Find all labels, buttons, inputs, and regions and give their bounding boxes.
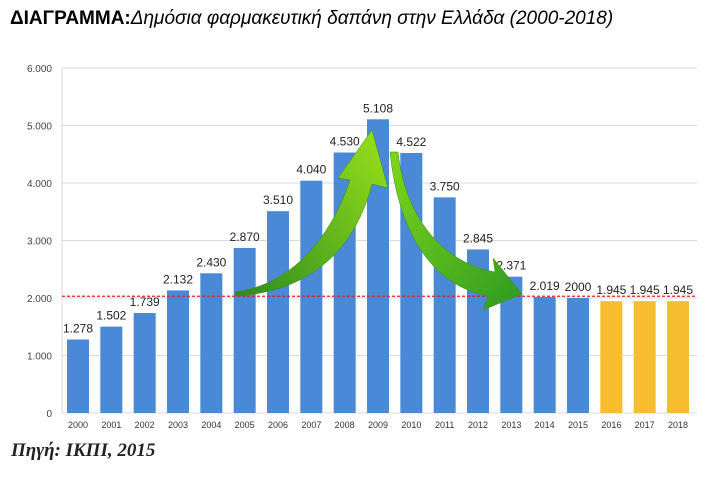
bar-2014 bbox=[533, 296, 556, 413]
x-tick-label: 2003 bbox=[168, 420, 188, 430]
x-tick-label: 2016 bbox=[601, 420, 621, 430]
y-tick-label: 3.000 bbox=[27, 237, 52, 248]
x-tick-label: 2010 bbox=[401, 420, 421, 430]
data-label: 2.845 bbox=[463, 231, 493, 245]
data-label: 1.945 bbox=[596, 283, 626, 297]
bar-2005 bbox=[233, 247, 256, 413]
x-tick-label: 2009 bbox=[368, 420, 388, 430]
y-tick-label: 6.000 bbox=[27, 64, 52, 75]
bar-2003 bbox=[167, 290, 189, 413]
bar-2017 bbox=[633, 301, 656, 413]
data-label: 4.530 bbox=[330, 135, 360, 149]
bar-2009 bbox=[367, 119, 389, 413]
falling-arrow bbox=[389, 151, 523, 311]
data-label: 5.108 bbox=[363, 101, 393, 115]
data-label: 4.040 bbox=[296, 163, 326, 177]
x-tick-label: 2005 bbox=[235, 420, 255, 430]
x-tick-label: 2017 bbox=[635, 420, 655, 430]
bar-2013 bbox=[500, 276, 523, 413]
bar-2015 bbox=[567, 298, 589, 413]
bar-2016 bbox=[600, 301, 623, 413]
data-label: 1.945 bbox=[663, 283, 693, 297]
y-tick-label: 0 bbox=[46, 409, 52, 420]
data-label: 1.278 bbox=[63, 322, 93, 336]
x-tick-label: 2013 bbox=[501, 420, 521, 430]
x-tick-label: 2000 bbox=[68, 420, 88, 430]
bar-2004 bbox=[200, 273, 223, 413]
bar-2006 bbox=[267, 211, 289, 413]
data-label: 1.502 bbox=[96, 309, 126, 323]
data-label: 1.739 bbox=[130, 295, 160, 309]
y-tick-label: 1.000 bbox=[27, 352, 52, 363]
data-label: 2000 bbox=[565, 280, 592, 294]
data-label: 3.750 bbox=[430, 179, 460, 193]
data-label: 4.522 bbox=[396, 135, 426, 149]
bar-2011 bbox=[433, 197, 456, 413]
x-tick-label: 2006 bbox=[268, 420, 288, 430]
chart-title: ΔΙΑΓΡΑΜΜΑ:Δημόσια φαρμακευτική δαπάνη στ… bbox=[10, 8, 613, 30]
data-label: 2.430 bbox=[196, 255, 226, 269]
x-tick-label: 2002 bbox=[135, 420, 155, 430]
title-text: Δημόσια φαρμακευτική δαπάνη στην Ελλάδα … bbox=[130, 8, 614, 29]
x-tick-label: 2008 bbox=[335, 420, 355, 430]
data-label: 2.371 bbox=[496, 259, 526, 273]
bar-2018 bbox=[667, 301, 689, 413]
bar-2002 bbox=[133, 313, 156, 413]
source-note: Πηγή: ΙΚΠΙ, 2015 bbox=[11, 440, 156, 461]
y-tick-label: 4.000 bbox=[27, 179, 52, 190]
title-prefix: ΔΙΑΓΡΑΜΜΑ: bbox=[10, 8, 131, 29]
x-tick-label: 2014 bbox=[535, 420, 555, 430]
rising-arrow bbox=[234, 129, 389, 297]
y-tick-label: 2.000 bbox=[27, 294, 52, 305]
data-label: 2.132 bbox=[163, 272, 193, 286]
data-label: 1.945 bbox=[630, 283, 660, 297]
x-tick-label: 2012 bbox=[468, 420, 488, 430]
data-label: 2.870 bbox=[230, 230, 260, 244]
y-tick-label: 5.000 bbox=[27, 122, 52, 133]
bar-2007 bbox=[300, 180, 323, 413]
x-tick-label: 2011 bbox=[435, 420, 454, 430]
bar-2000 bbox=[67, 339, 89, 413]
data-label: 2.019 bbox=[530, 279, 560, 293]
x-tick-label: 2007 bbox=[301, 420, 321, 430]
x-tick-label: 2018 bbox=[668, 420, 688, 430]
data-label: 3.510 bbox=[263, 193, 293, 207]
x-tick-label: 2001 bbox=[101, 420, 121, 430]
bar-2001 bbox=[100, 326, 123, 413]
x-tick-label: 2015 bbox=[568, 420, 588, 430]
x-tick-label: 2004 bbox=[201, 420, 221, 430]
